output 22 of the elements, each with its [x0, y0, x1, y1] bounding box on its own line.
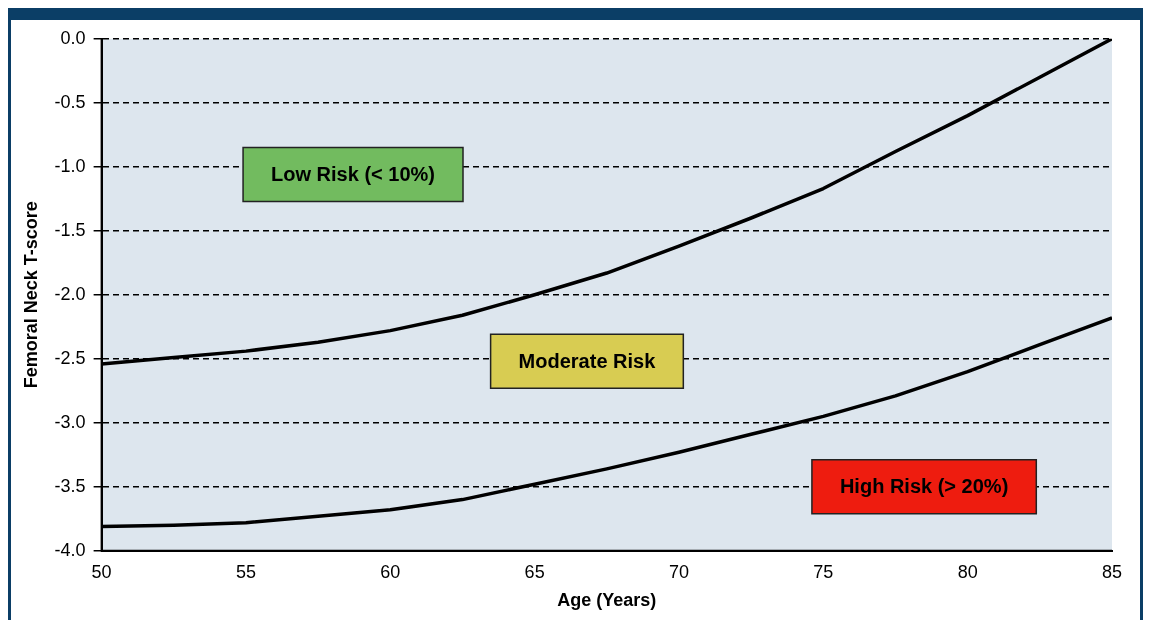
- x-tick-label: 75: [813, 561, 834, 582]
- y-tick-label: -1.0: [54, 155, 86, 176]
- y-tick-label: -1.5: [54, 219, 86, 240]
- x-tick-label: 70: [668, 561, 689, 582]
- x-tick-label: 50: [91, 561, 112, 582]
- x-tick-label: 85: [1101, 561, 1123, 582]
- x-tick-label: 60: [380, 561, 401, 582]
- x-axis-title: Age (Years): [557, 590, 657, 611]
- y-axis-title: Femoral Neck T-score: [20, 201, 41, 389]
- y-tick-label: 0.0: [60, 27, 86, 48]
- y-tick-label: -0.5: [54, 91, 86, 112]
- annotation: Moderate Risk: [518, 349, 657, 372]
- x-tick-label: 55: [235, 561, 256, 582]
- y-tick-label: -2.5: [54, 347, 86, 368]
- x-tick-label: 80: [957, 561, 978, 582]
- annotation: High Risk (> 20%): [839, 475, 1009, 498]
- y-tick-label: -3.0: [54, 411, 86, 432]
- y-tick-label: -3.5: [54, 475, 86, 496]
- x-tick-label: 65: [524, 561, 545, 582]
- y-tick-label: -4.0: [54, 539, 86, 560]
- y-tick-label: -2.0: [54, 283, 86, 304]
- annotation: Low Risk (< 10%): [271, 163, 436, 185]
